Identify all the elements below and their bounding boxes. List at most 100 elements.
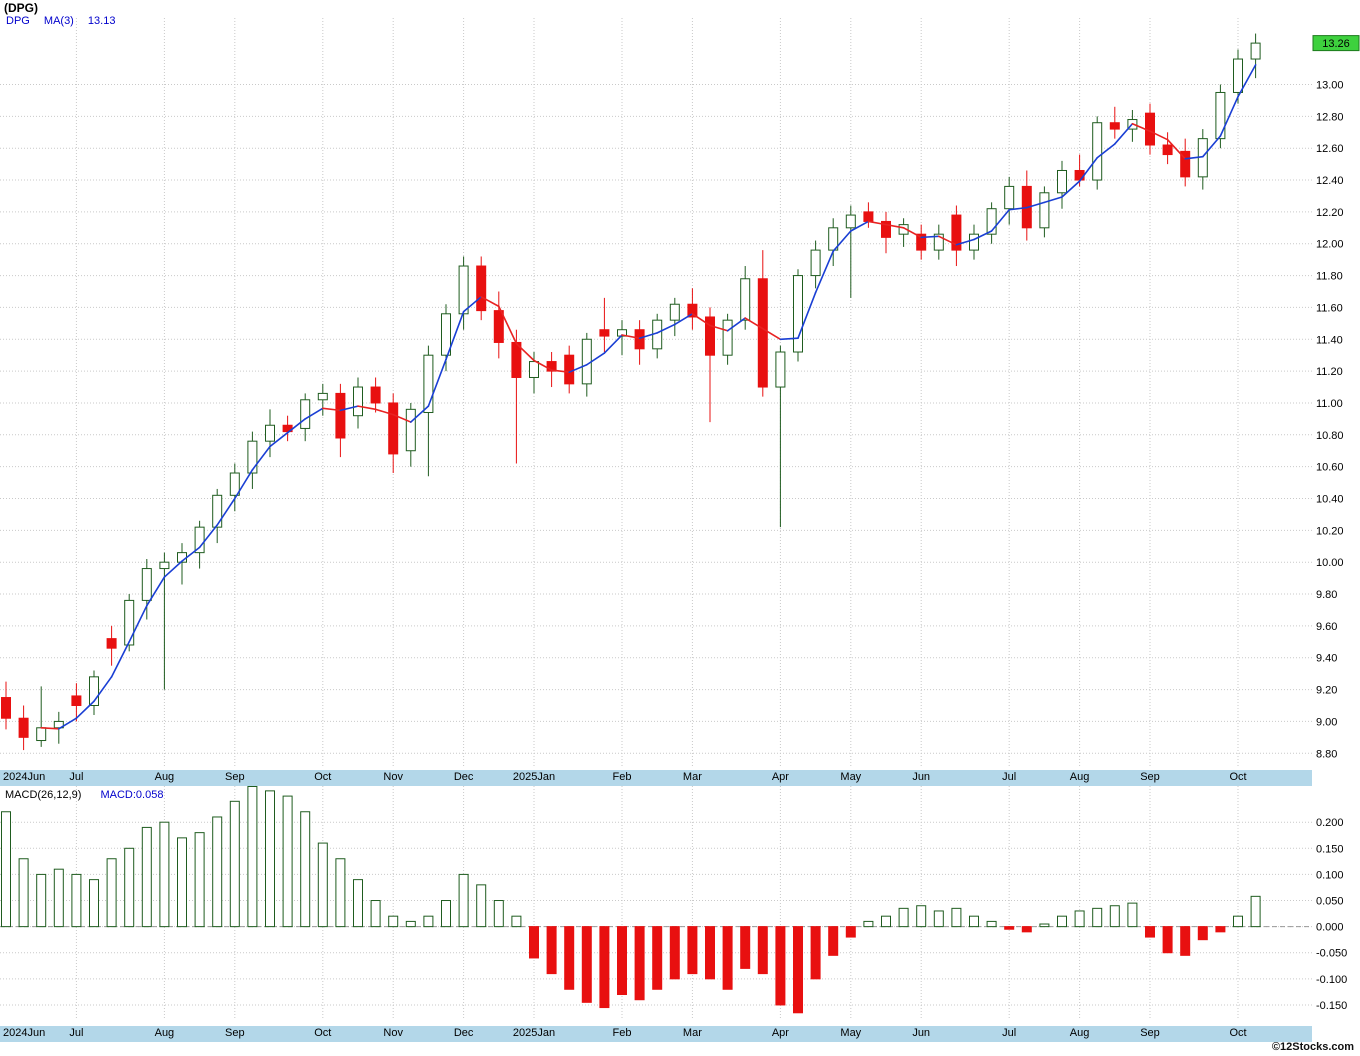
price-tick-label: 9.00 — [1316, 716, 1337, 728]
macd-bar-positive — [53, 868, 64, 928]
candle-down — [476, 265, 487, 312]
ma-line-segment — [1166, 138, 1186, 160]
candle-up — [669, 303, 680, 321]
price-candlestick-chart: 13.00 12.80 12.60 12.40 12.20 12.00 11.80 11.60… — [0, 18, 1360, 766]
macd-bar-positive — [1250, 895, 1261, 928]
ma-line-segment — [849, 220, 870, 232]
legend-symbol: DPG — [6, 15, 30, 27]
ma-line-segment — [198, 524, 218, 549]
candle-up — [775, 351, 786, 388]
ma-line-segment — [1149, 130, 1169, 141]
macd-bar-positive — [511, 915, 522, 928]
candle-up — [845, 214, 856, 229]
candle-up — [458, 265, 469, 315]
ma-line-segment — [585, 352, 606, 366]
candle-up — [159, 561, 170, 570]
ma-line-segment — [93, 676, 113, 703]
macd-bar-negative — [599, 926, 610, 1009]
candle-up — [1250, 42, 1261, 60]
candle-up — [265, 424, 275, 442]
macd-bar-negative — [1197, 926, 1208, 941]
macd-bar-positive — [1057, 915, 1067, 928]
month-label: Dec — [453, 1027, 474, 1039]
ma-line-segment — [797, 291, 817, 340]
ma-line-segment — [497, 305, 518, 345]
macd-tick-label: -0.050 — [1316, 948, 1347, 960]
candle-up — [405, 408, 416, 452]
macd-bar-negative — [1021, 926, 1032, 933]
macd-tick-label: 0.100 — [1316, 869, 1344, 881]
price-tick-label: 10.80 — [1316, 430, 1344, 442]
ma-line-segment — [1114, 122, 1134, 145]
month-label: Sep — [1140, 771, 1160, 783]
ma-line-segment — [409, 405, 430, 423]
month-label: Feb — [612, 771, 632, 783]
chart-title: (DPG) — [4, 1, 38, 15]
price-tick-label: 10.00 — [1316, 557, 1344, 569]
macd-bar-positive — [317, 842, 328, 928]
month-label: Aug — [1069, 771, 1090, 783]
candle-up — [124, 599, 135, 646]
month-label: Mar — [682, 1027, 702, 1039]
price-tick-label: 11.60 — [1316, 302, 1343, 314]
candle-up — [53, 720, 64, 729]
candle-down — [564, 354, 575, 385]
macd-bar-positive — [265, 790, 275, 928]
candle-up — [529, 361, 539, 378]
macd-bar-positive — [353, 879, 363, 928]
ma-line-segment — [638, 332, 659, 340]
candle-up — [1092, 122, 1103, 181]
macd-bar-positive — [1074, 910, 1085, 928]
ma-line-segment — [621, 334, 641, 340]
price-tick-label: 12.80 — [1316, 111, 1344, 123]
candle-down — [71, 695, 82, 706]
ma-line-segment — [814, 250, 835, 294]
ma-line-segment — [339, 405, 359, 412]
legend-ma-value: 13.13 — [87, 15, 116, 27]
macd-bar-positive — [951, 907, 962, 928]
month-label: Jul — [1002, 771, 1017, 783]
macd-bar-positive — [229, 800, 240, 928]
candle-down — [687, 303, 698, 318]
macd-bar-negative — [705, 926, 715, 980]
candle-up — [212, 494, 223, 528]
candle-up — [89, 676, 99, 706]
ma-line-segment — [603, 334, 623, 354]
ma-line-segment — [568, 363, 588, 373]
ma-line-segment — [779, 337, 799, 341]
macd-bar-positive — [89, 879, 99, 928]
macd-bar-positive — [18, 858, 29, 928]
macd-bar-positive — [141, 826, 152, 928]
macd-bar-positive — [1092, 907, 1103, 928]
macd-bar-negative — [740, 926, 751, 969]
ma-line-segment — [990, 208, 1011, 232]
candle-up — [969, 233, 979, 251]
candle-down — [335, 392, 346, 439]
watermark: ©12Stocks.com — [1271, 1041, 1354, 1053]
macd-bar-positive — [71, 873, 82, 928]
month-label: Nov — [383, 771, 403, 783]
macd-bar-positive — [1127, 902, 1138, 928]
price-xaxis-strip: 2024Jun Jul Aug Sep Oct Nov Dec 2025Jan Feb Mar Ap… — [0, 770, 1312, 786]
ma-line-segment — [163, 560, 183, 578]
macd-bar-negative — [1215, 926, 1226, 933]
macd-bar-negative — [828, 926, 839, 956]
month-label: Jun — [912, 1027, 931, 1039]
month-label: 2024Jun — [3, 1027, 46, 1039]
macd-bar-positive — [405, 920, 416, 928]
price-legend: DPG MA(3) 13.13 — [6, 15, 126, 27]
candle-up — [933, 233, 944, 251]
macd-bar-positive — [247, 786, 258, 928]
ma-line-segment — [269, 431, 289, 448]
last-price-tag — [1312, 35, 1360, 52]
month-label: Nov — [383, 1027, 403, 1039]
ma-line-segment — [937, 235, 958, 246]
price-tick-label: 10.40 — [1316, 493, 1344, 505]
candle-up — [1215, 91, 1226, 140]
candle-down — [546, 361, 557, 372]
price-tick-label: 11.20 — [1316, 366, 1343, 378]
macd-bar-positive — [881, 915, 891, 928]
macd-bar-positive — [177, 837, 187, 928]
macd-indicator-label: MACD(26,12,9) — [5, 789, 82, 801]
month-label: 2025Jan — [512, 1027, 556, 1039]
